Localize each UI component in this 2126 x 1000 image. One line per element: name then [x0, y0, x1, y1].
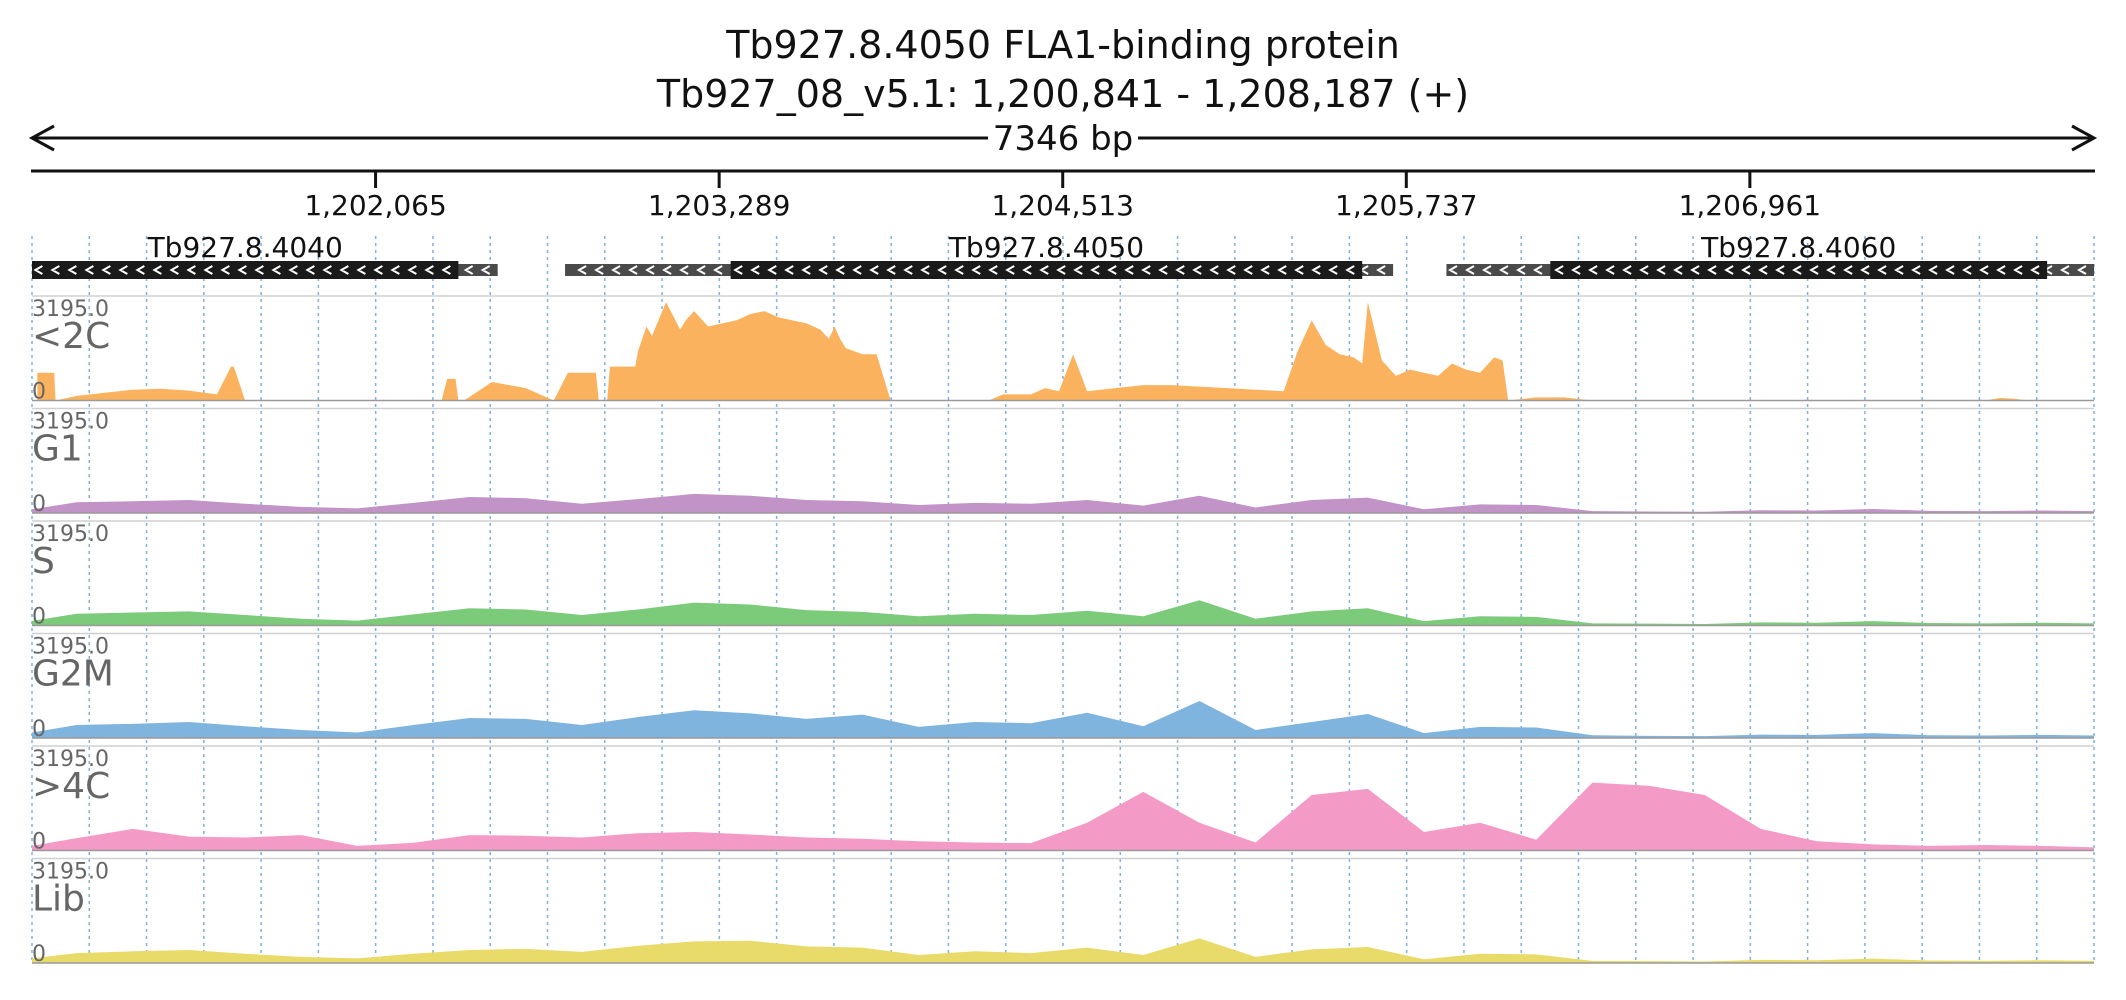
track-ymax-label: 3195.0 [32, 860, 109, 885]
coordinate-ticks: 1,202,065 1,203,289 1,204,513 1,205,737 1,20… [304, 171, 1821, 222]
coverage-series [32, 782, 2094, 851]
chart-title: Tb927.8.4050 FLA1-binding protein [725, 23, 1400, 67]
track-ymin-label: 0 [32, 492, 46, 517]
gene-cds [1550, 261, 2048, 279]
track: 3195.0S 0 [32, 520, 2094, 630]
track: 3195.0G1 0 [32, 407, 2094, 517]
track-name: <2C [32, 316, 110, 357]
gene-label: Tb927.8.4050 [948, 231, 1144, 264]
gene-cds [32, 261, 459, 279]
strand-arrows [33, 265, 451, 275]
track-ymin-label: 0 [32, 717, 46, 742]
strand-arrows [1554, 265, 2040, 275]
gene-feature: Tb927.8.4040 [32, 231, 498, 279]
track-ymin-label: 0 [32, 605, 46, 630]
span-arrow: 7346 bp [28, 119, 2098, 159]
track-ymax-label: 3195.0 [32, 410, 109, 435]
track-ymin-label: 0 [32, 942, 46, 967]
tick-label: 1,202,065 [304, 189, 447, 222]
gene-label: Tb927.8.4040 [147, 231, 343, 264]
span-label: 7346 bp [993, 119, 1134, 159]
chart-subtitle: Tb927_08_v5.1: 1,200,841 - 1,208,187 (+) [656, 72, 1469, 116]
coverage-series [32, 938, 2094, 963]
strand-arrows [733, 265, 1355, 275]
track: 3195.0>4C 0 [32, 745, 2094, 855]
tick-label: 1,206,961 [1679, 189, 1822, 222]
gene-track: Tb927.8.4040 Tb927.8.4050 Tb927.8.4060 [32, 231, 2094, 279]
track-ymax-label: 3195.0 [32, 522, 109, 547]
coverage-series [37, 302, 2094, 401]
tick-label: 1,205,737 [1335, 189, 1478, 222]
track: 3195.0<2C 0 [32, 295, 2094, 405]
span-arrow-right-head [2071, 124, 2098, 152]
track-name: >4C [32, 766, 110, 807]
coverage-series [32, 493, 2094, 513]
track-name: Lib [32, 879, 85, 920]
track-ymin-label: 0 [32, 830, 46, 855]
coverage-series [32, 600, 2094, 626]
gridlines [31, 236, 2095, 962]
track-name: S [32, 541, 55, 582]
track-ymax-label: 3195.0 [32, 635, 109, 660]
track-ymax-label: 3195.0 [32, 747, 109, 772]
gene-feature: Tb927.8.4060 [1446, 231, 2094, 279]
coverage-tracks: 3195.0<2C03195.0G103195.0S03195.0G2M0319… [32, 295, 2094, 967]
track-name: G2M [32, 654, 114, 695]
tick-label: 1,203,289 [648, 189, 791, 222]
track-name: G1 [32, 429, 83, 470]
track-ymin-label: 0 [32, 380, 46, 405]
gene-label: Tb927.8.4060 [1700, 231, 1896, 264]
gene-cds [730, 261, 1363, 279]
gene-feature: Tb927.8.4050 [565, 231, 1394, 279]
tick-label: 1,204,513 [991, 189, 1134, 222]
track-ymax-label: 3195.0 [32, 297, 109, 322]
span-arrow-left-head [28, 124, 55, 152]
coverage-series [32, 701, 2094, 738]
